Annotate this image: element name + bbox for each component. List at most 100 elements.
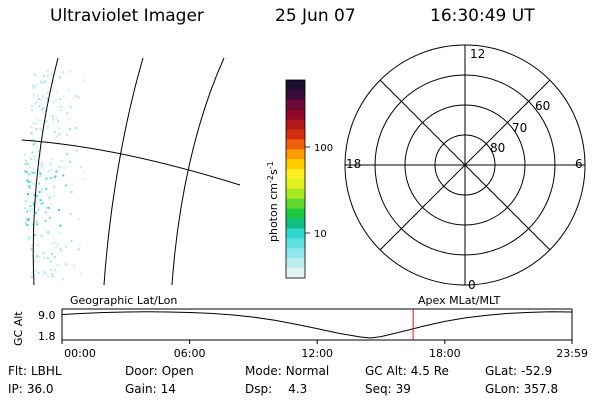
emission-pixel bbox=[27, 193, 30, 195]
colorbar-segment bbox=[286, 159, 305, 170]
emission-pixel bbox=[38, 182, 41, 185]
emission-pixel bbox=[35, 101, 38, 104]
emission-pixel bbox=[32, 122, 35, 125]
colorbar-segment bbox=[286, 268, 305, 279]
emission-pixel bbox=[30, 109, 33, 112]
lat-label-60: 60 bbox=[535, 99, 550, 113]
emission-pixel bbox=[52, 195, 55, 197]
emission-pixel bbox=[38, 119, 41, 122]
emission-pixel bbox=[54, 176, 57, 179]
colorbar-segment bbox=[286, 119, 305, 130]
colorbar-segment bbox=[286, 169, 305, 180]
emission-pixel bbox=[33, 167, 35, 170]
emission-pixel bbox=[35, 212, 38, 215]
emission-pixel bbox=[29, 236, 32, 239]
emission-pixel bbox=[36, 223, 39, 226]
colorbar: 100 10 photon cm-2s-1 bbox=[266, 79, 333, 279]
emission-pixel bbox=[26, 219, 29, 222]
emission-pixel bbox=[54, 98, 57, 101]
emission-pixel bbox=[28, 180, 30, 183]
time-label: 16:30:49 UT bbox=[430, 6, 535, 26]
altitude-curve bbox=[61, 311, 573, 339]
emission-pixel bbox=[37, 272, 40, 275]
dsp-field: Dsp: 4.3 bbox=[245, 382, 308, 396]
emission-pixel bbox=[77, 248, 80, 251]
emission-pixel bbox=[24, 153, 26, 156]
emission-pixel bbox=[46, 127, 49, 130]
emission-pixel bbox=[49, 164, 52, 167]
emission-pixel bbox=[26, 236, 29, 238]
emission-pixel bbox=[40, 98, 42, 101]
colorbar-segment bbox=[286, 139, 305, 150]
emission-pixel bbox=[60, 165, 63, 168]
emission-pixel bbox=[34, 269, 37, 272]
emission-pixel bbox=[58, 133, 61, 136]
emission-pixel bbox=[46, 257, 49, 259]
emission-pixel bbox=[31, 271, 34, 274]
emission-pixel bbox=[38, 256, 41, 259]
emission-pixel bbox=[37, 260, 40, 263]
emission-pixel bbox=[32, 131, 34, 134]
emission-pixel bbox=[31, 105, 33, 108]
gain-field: Gain: 14 bbox=[125, 382, 176, 396]
emission-pixel bbox=[58, 105, 61, 108]
polar-mlat-mlt-plot bbox=[344, 44, 586, 286]
emission-pixel bbox=[47, 90, 50, 93]
emission-pixel bbox=[42, 167, 45, 170]
lat-label-70: 70 bbox=[512, 121, 527, 135]
emission-pixel bbox=[27, 186, 30, 189]
emission-pixel bbox=[46, 98, 49, 101]
colorbar-segment bbox=[286, 208, 305, 220]
colorbar-segment bbox=[286, 179, 305, 190]
ytick-1-8: 1.8 bbox=[38, 330, 56, 343]
colorbar-segment bbox=[286, 129, 305, 140]
emission-pixel bbox=[59, 248, 62, 251]
emission-pixel bbox=[37, 169, 40, 172]
emission-pixel bbox=[27, 173, 30, 176]
emission-pixel bbox=[44, 219, 47, 222]
colorbar-segment bbox=[286, 149, 305, 160]
instrument-title: Ultraviolet Imager bbox=[50, 6, 204, 26]
emission-pixel bbox=[73, 143, 76, 146]
emission-pixel bbox=[33, 260, 36, 263]
emission-pixel bbox=[32, 86, 35, 88]
emission-pixel bbox=[45, 187, 48, 190]
emission-pixel bbox=[42, 252, 45, 255]
emission-pixel bbox=[31, 208, 34, 211]
emission-pixel bbox=[52, 121, 54, 123]
emission-pixel bbox=[52, 242, 54, 245]
emission-pixel bbox=[41, 164, 44, 167]
emission-pixel bbox=[33, 257, 36, 260]
emission-pixel bbox=[29, 180, 32, 183]
emission-pixel bbox=[69, 127, 71, 130]
emission-pixel bbox=[44, 120, 47, 123]
emission-pixel bbox=[43, 75, 46, 78]
colorbar-segment bbox=[286, 89, 305, 101]
colorbar-segment bbox=[286, 238, 305, 249]
emission-pixel bbox=[36, 94, 39, 97]
x-tick-label: 18:00 bbox=[429, 347, 461, 360]
emission-pixel bbox=[33, 157, 36, 160]
emission-pixel bbox=[55, 117, 58, 120]
emission-pixel bbox=[69, 70, 72, 73]
emission-pixel bbox=[70, 190, 73, 193]
emission-pixel bbox=[44, 271, 47, 274]
emission-pixel bbox=[30, 132, 33, 135]
emission-pixel bbox=[33, 123, 36, 126]
gc-alt-axis-label: GC Alt bbox=[12, 311, 25, 346]
emission-pixel bbox=[51, 158, 54, 160]
geographic-image-panel bbox=[21, 57, 241, 286]
emission-pixel bbox=[49, 269, 52, 272]
emission-pixel bbox=[56, 264, 59, 267]
emission-pixel bbox=[47, 170, 50, 173]
emission-pixel bbox=[59, 98, 62, 101]
emission-pixel bbox=[38, 191, 41, 194]
emission-pixel bbox=[56, 91, 59, 94]
emission-pixel bbox=[70, 239, 73, 242]
emission-pixel bbox=[36, 83, 39, 86]
emission-pixel bbox=[46, 75, 49, 78]
emission-pixel bbox=[30, 276, 33, 278]
emission-pixel bbox=[47, 275, 49, 278]
emission-pixel bbox=[52, 80, 55, 82]
